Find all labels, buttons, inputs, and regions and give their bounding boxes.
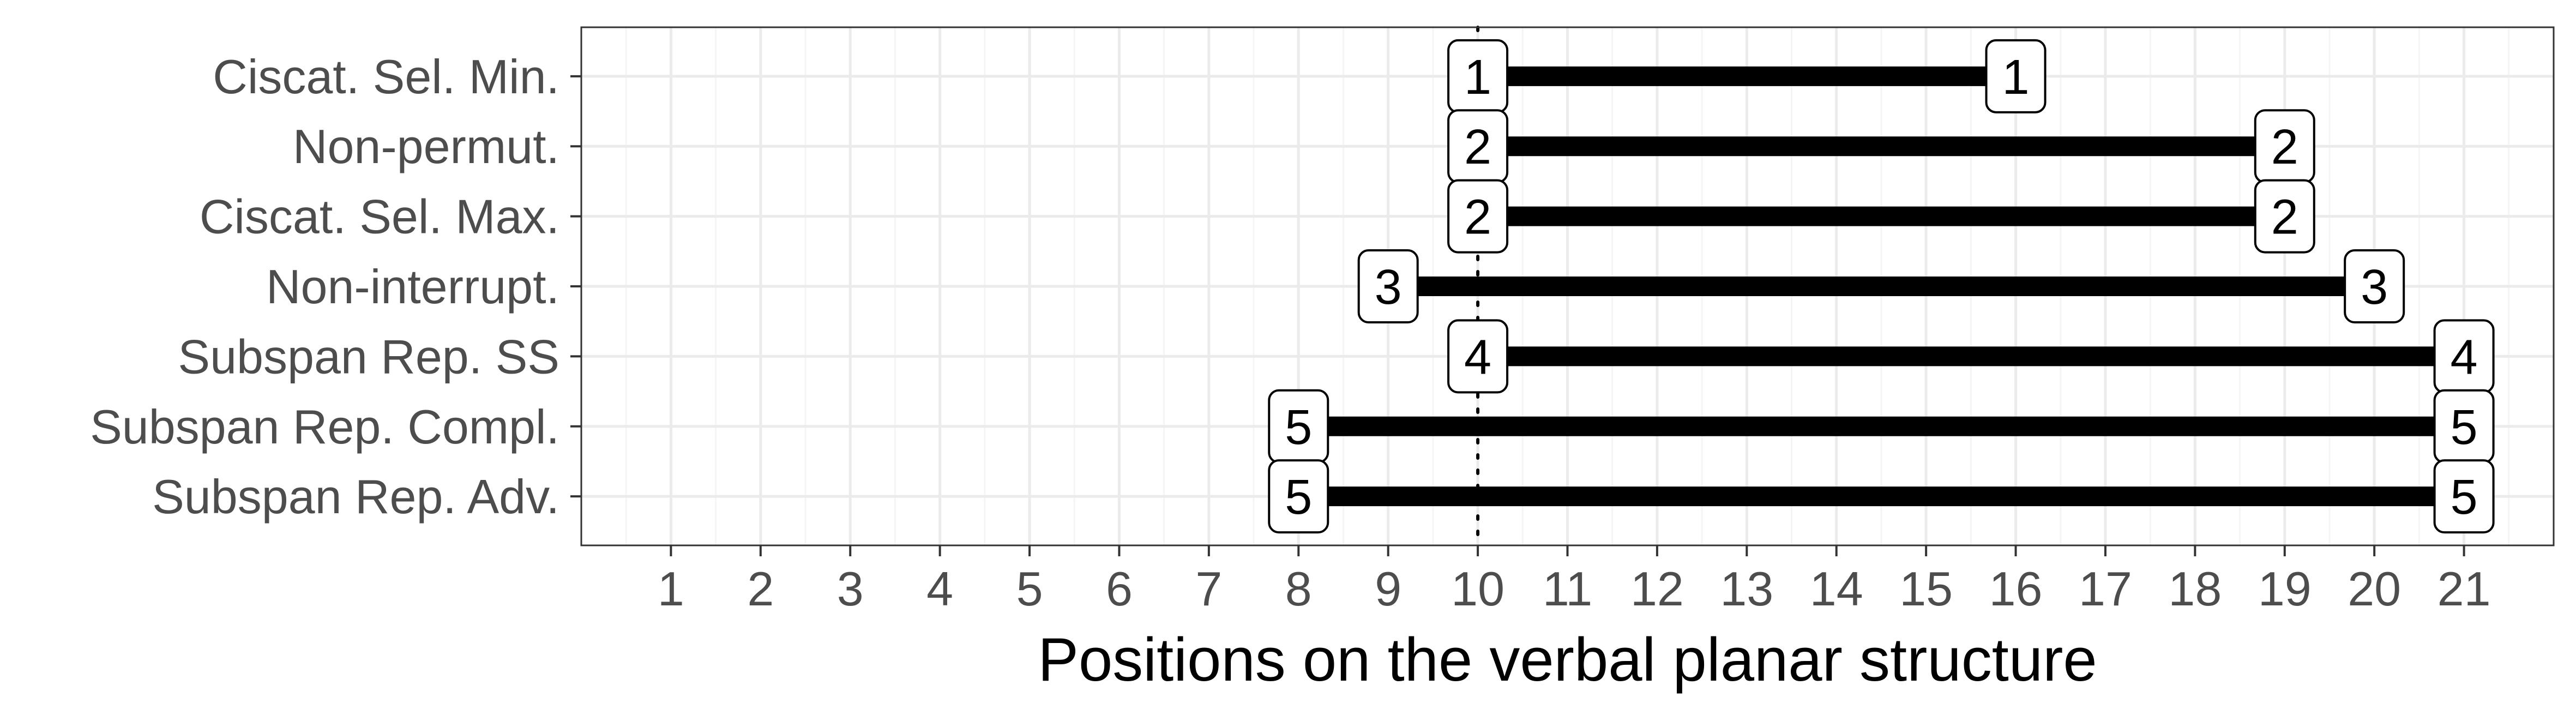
label-text: 4 [1464,330,1491,384]
x-tick-label: 5 [1016,562,1043,616]
start-label: 3 [1357,249,1419,323]
label-text: 4 [2451,330,2478,384]
label-text: 1 [2002,50,2030,105]
label-text: 5 [1285,470,1312,525]
segments [1298,66,2464,507]
x-tick-label: 7 [1195,562,1222,616]
start-label: 2 [1447,179,1509,254]
start-label: 4 [1447,319,1509,394]
label-text: 2 [1464,120,1491,175]
y-axis: Ciscat. Sel. Min. Non-permut. Ciscat. Sel.… [90,50,581,524]
y-tick-label: Non-permut. [293,119,559,173]
x-tick-label: 16 [1989,562,2043,616]
x-tick-label: 18 [2168,562,2222,616]
label-box [2254,179,2315,254]
label-text: 5 [1285,400,1312,455]
end-label: 1 [1985,39,2047,113]
label-text: 2 [2271,120,2298,175]
x-axis: 1 2 3 4 5 6 7 8 9 10 11 12 13 14 15 16 17 18 19 20 21 [658,545,2491,616]
label-text: 3 [1375,260,1402,315]
label-box [2433,459,2495,534]
y-tick-label: Ciscat. Sel. Max. [200,190,559,244]
x-tick-label: 12 [1630,562,1684,616]
label-box [2344,249,2405,323]
x-tick-label: 3 [837,562,864,616]
label-box [1447,319,1509,394]
x-tick-label: 14 [1810,562,1863,616]
label-text: 5 [2451,470,2478,525]
x-tick-label: 6 [1106,562,1133,616]
end-label: 3 [2344,249,2405,323]
label-box [1268,459,1329,534]
x-tick-label: 21 [2437,562,2491,616]
start-label: 5 [1268,459,1329,534]
x-tick-label: 4 [926,562,953,616]
x-tick-label: 11 [1543,562,1592,616]
end-label: 5 [2433,459,2495,534]
label-box [1357,249,1419,323]
end-label: 2 [2254,179,2315,254]
y-tick-label: Ciscat. Sel. Min. [213,50,559,104]
y-tick-label: Subspan Rep. SS [178,329,559,383]
end-label: 4 [2433,319,2495,394]
x-axis-title: Positions on the verbal planar structure [1038,626,2097,694]
end-labels: 1 1 2 2 2 2 3 3 4 4 5 5 5 5 [1268,39,2495,534]
start-label: 2 [1447,109,1509,184]
end-label: 2 [2254,109,2315,184]
x-tick-label: 17 [2079,562,2132,616]
start-label: 5 [1268,389,1329,464]
x-tick-label: 8 [1285,562,1312,616]
x-tick-label: 1 [658,562,684,616]
x-tick-label: 2 [747,562,774,616]
x-tick-label: 9 [1375,562,1401,616]
x-tick-label: 13 [1720,562,1773,616]
y-tick-label: Subspan Rep. Compl. [90,400,559,454]
label-text: 2 [2271,190,2298,245]
end-label: 5 [2433,389,2495,464]
start-label: 1 [1447,39,1509,113]
x-tick-label: 10 [1451,562,1504,616]
x-tick-label: 15 [1899,562,1953,616]
label-text: 1 [1464,50,1491,105]
label-box [1985,39,2047,113]
y-tick-label: Non-interrupt. [266,260,559,314]
label-text: 5 [2451,400,2478,455]
label-box [1447,179,1509,254]
label-text: 2 [1464,190,1491,245]
label-text: 3 [2361,260,2388,315]
x-tick-label: 19 [2258,562,2312,616]
y-tick-label: Subspan Rep. Adv. [152,470,559,524]
x-tick-label: 20 [2348,562,2401,616]
